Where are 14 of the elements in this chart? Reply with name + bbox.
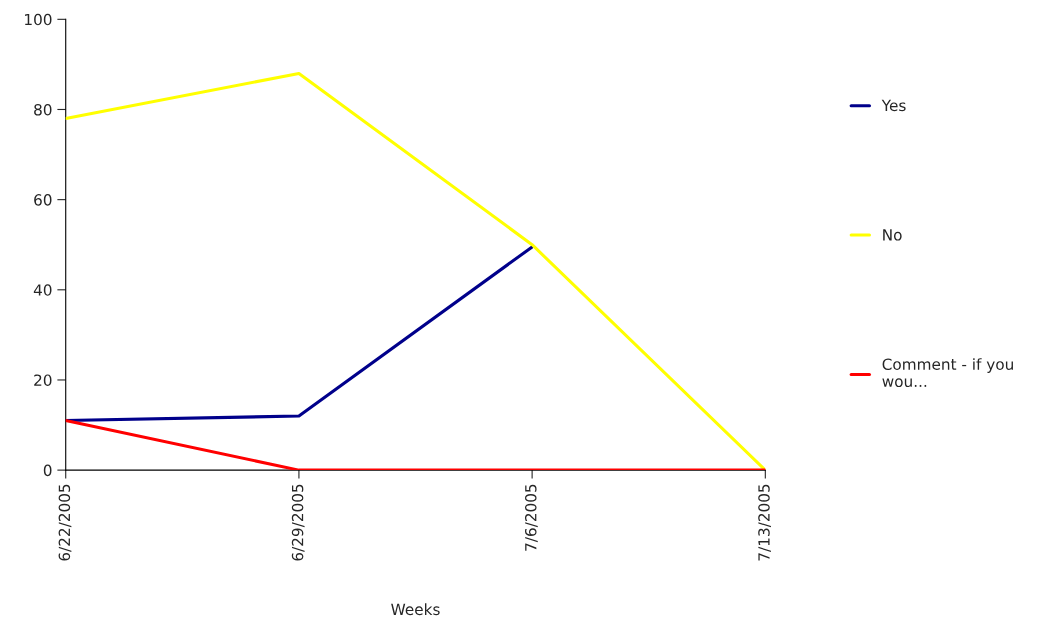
y-tick-label: 20	[34, 374, 52, 386]
y-tick-label: 100	[25, 13, 52, 26]
y-tick-label: 60	[34, 194, 52, 206]
legend-label: Yes	[881, 99, 906, 112]
y-tick-label: 80	[34, 103, 52, 116]
x-axis-title: Weeks	[391, 603, 440, 616]
y-tick-label: 40	[33, 284, 52, 296]
legend-label: Comment - if you wou...	[882, 358, 1013, 388]
x-tick-label: 7/6/2005	[525, 484, 538, 551]
x-tick-label: 6/22/2005	[58, 484, 72, 561]
x-tick-label: 6/29/2005	[291, 484, 305, 561]
y-tick-label: 0	[43, 464, 52, 477]
x-tick-label: 7/13/2005	[758, 484, 771, 561]
legend-label: No	[883, 229, 902, 241]
